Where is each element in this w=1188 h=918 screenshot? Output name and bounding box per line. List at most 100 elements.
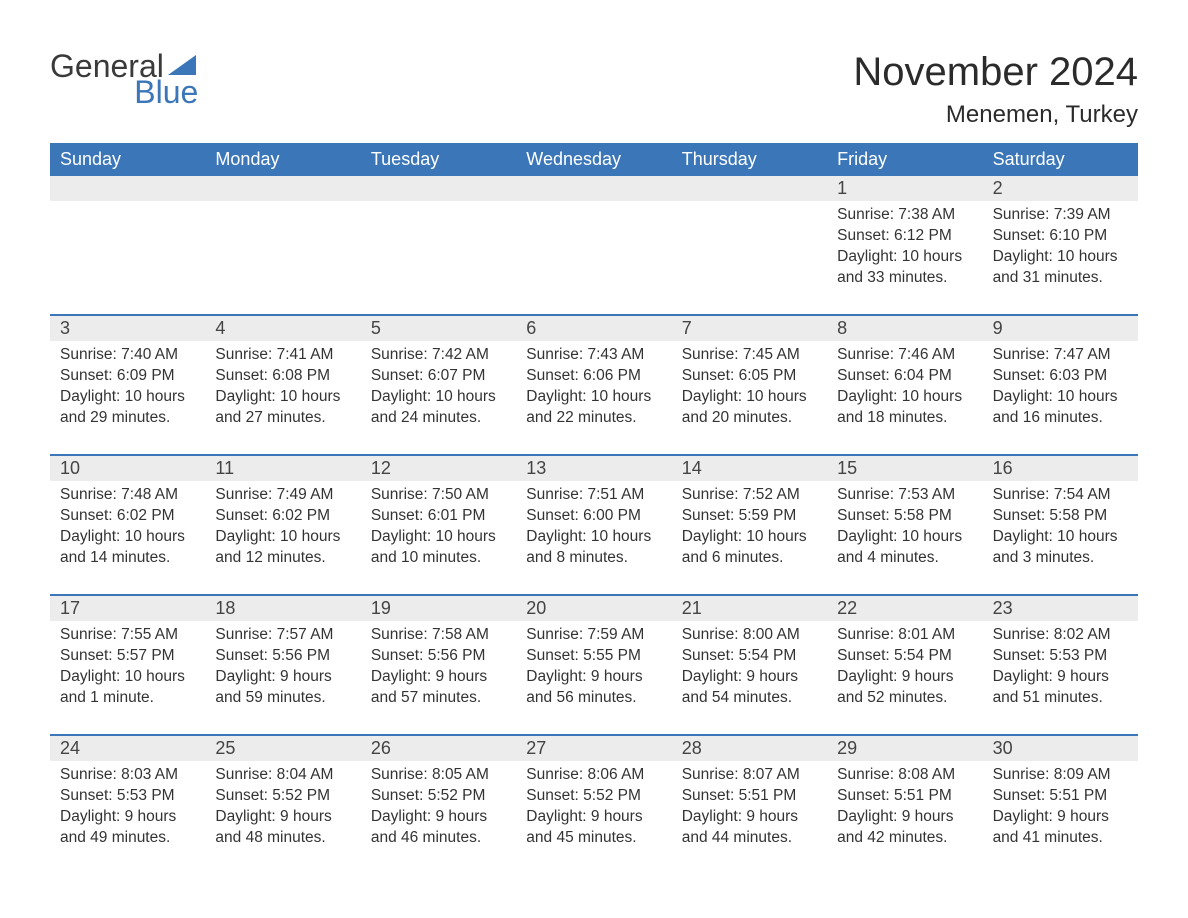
- daylight-text: Daylight: 9 hours and 57 minutes.: [371, 667, 506, 709]
- calendar-day: 19Sunrise: 7:58 AMSunset: 5:56 PMDayligh…: [361, 596, 516, 722]
- logo-blue-text: Blue: [98, 76, 198, 108]
- sunrise-text: Sunrise: 7:59 AM: [526, 625, 661, 646]
- sunrise-text: Sunrise: 7:39 AM: [993, 205, 1128, 226]
- sunrise-text: Sunrise: 7:42 AM: [371, 345, 506, 366]
- sunrise-text: Sunrise: 7:50 AM: [371, 485, 506, 506]
- weekday-header: Tuesday: [361, 143, 516, 176]
- day-number: 7: [672, 316, 827, 341]
- daylight-text: Daylight: 9 hours and 51 minutes.: [993, 667, 1128, 709]
- daylight-text: Daylight: 9 hours and 41 minutes.: [993, 807, 1128, 849]
- sunset-text: Sunset: 5:56 PM: [371, 646, 506, 667]
- day-number: 11: [205, 456, 360, 481]
- day-body: [516, 201, 671, 209]
- day-number: 15: [827, 456, 982, 481]
- daylight-text: Daylight: 9 hours and 45 minutes.: [526, 807, 661, 849]
- sunset-text: Sunset: 6:06 PM: [526, 366, 661, 387]
- sunrise-text: Sunrise: 7:52 AM: [682, 485, 817, 506]
- sunset-text: Sunset: 6:07 PM: [371, 366, 506, 387]
- day-number: 5: [361, 316, 516, 341]
- calendar-day: 3Sunrise: 7:40 AMSunset: 6:09 PMDaylight…: [50, 316, 205, 442]
- calendar: Sunday Monday Tuesday Wednesday Thursday…: [50, 143, 1138, 862]
- day-number: 29: [827, 736, 982, 761]
- location-label: Menemen, Turkey: [853, 101, 1138, 129]
- calendar-day: 7Sunrise: 7:45 AMSunset: 6:05 PMDaylight…: [672, 316, 827, 442]
- daylight-text: Daylight: 10 hours and 33 minutes.: [837, 247, 972, 289]
- daylight-text: Daylight: 10 hours and 18 minutes.: [837, 387, 972, 429]
- sunrise-text: Sunrise: 8:00 AM: [682, 625, 817, 646]
- day-body: Sunrise: 7:48 AMSunset: 6:02 PMDaylight:…: [50, 481, 205, 573]
- daylight-text: Daylight: 10 hours and 1 minute.: [60, 667, 195, 709]
- day-body: [205, 201, 360, 209]
- logo: General Blue: [50, 50, 198, 114]
- sunset-text: Sunset: 5:52 PM: [215, 786, 350, 807]
- calendar-day: 27Sunrise: 8:06 AMSunset: 5:52 PMDayligh…: [516, 736, 671, 862]
- daylight-text: Daylight: 10 hours and 6 minutes.: [682, 527, 817, 569]
- day-number: 23: [983, 596, 1138, 621]
- sunrise-text: Sunrise: 8:05 AM: [371, 765, 506, 786]
- day-number: 9: [983, 316, 1138, 341]
- day-body: Sunrise: 7:40 AMSunset: 6:09 PMDaylight:…: [50, 341, 205, 433]
- weekday-header: Friday: [827, 143, 982, 176]
- month-title: November 2024: [853, 50, 1138, 95]
- day-number: [361, 176, 516, 201]
- day-number: 27: [516, 736, 671, 761]
- calendar-week: 10Sunrise: 7:48 AMSunset: 6:02 PMDayligh…: [50, 454, 1138, 582]
- sunrise-text: Sunrise: 8:08 AM: [837, 765, 972, 786]
- calendar-day: 6Sunrise: 7:43 AMSunset: 6:06 PMDaylight…: [516, 316, 671, 442]
- sunset-text: Sunset: 5:53 PM: [993, 646, 1128, 667]
- sunset-text: Sunset: 6:08 PM: [215, 366, 350, 387]
- day-number: 2: [983, 176, 1138, 201]
- sunrise-text: Sunrise: 8:01 AM: [837, 625, 972, 646]
- daylight-text: Daylight: 9 hours and 44 minutes.: [682, 807, 817, 849]
- day-body: Sunrise: 7:39 AMSunset: 6:10 PMDaylight:…: [983, 201, 1138, 293]
- sunset-text: Sunset: 6:03 PM: [993, 366, 1128, 387]
- calendar-day: 17Sunrise: 7:55 AMSunset: 5:57 PMDayligh…: [50, 596, 205, 722]
- calendar-day: 21Sunrise: 8:00 AMSunset: 5:54 PMDayligh…: [672, 596, 827, 722]
- daylight-text: Daylight: 10 hours and 14 minutes.: [60, 527, 195, 569]
- daylight-text: Daylight: 9 hours and 59 minutes.: [215, 667, 350, 709]
- day-number: 6: [516, 316, 671, 341]
- daylight-text: Daylight: 10 hours and 24 minutes.: [371, 387, 506, 429]
- day-number: 24: [50, 736, 205, 761]
- sunset-text: Sunset: 6:00 PM: [526, 506, 661, 527]
- sunrise-text: Sunrise: 8:09 AM: [993, 765, 1128, 786]
- sunset-text: Sunset: 5:51 PM: [837, 786, 972, 807]
- day-number: 28: [672, 736, 827, 761]
- sunrise-text: Sunrise: 7:41 AM: [215, 345, 350, 366]
- weekday-header-row: Sunday Monday Tuesday Wednesday Thursday…: [50, 143, 1138, 176]
- calendar-day: [361, 176, 516, 302]
- day-body: [672, 201, 827, 209]
- day-number: 12: [361, 456, 516, 481]
- day-number: 20: [516, 596, 671, 621]
- calendar-day: 2Sunrise: 7:39 AMSunset: 6:10 PMDaylight…: [983, 176, 1138, 302]
- day-body: Sunrise: 7:52 AMSunset: 5:59 PMDaylight:…: [672, 481, 827, 573]
- sunset-text: Sunset: 5:54 PM: [682, 646, 817, 667]
- day-body: Sunrise: 7:54 AMSunset: 5:58 PMDaylight:…: [983, 481, 1138, 573]
- day-body: Sunrise: 8:04 AMSunset: 5:52 PMDaylight:…: [205, 761, 360, 853]
- day-body: Sunrise: 7:51 AMSunset: 6:00 PMDaylight:…: [516, 481, 671, 573]
- sunrise-text: Sunrise: 7:49 AM: [215, 485, 350, 506]
- calendar-day: 5 Sunrise: 7:42 AMSunset: 6:07 PMDaylight…: [361, 316, 516, 442]
- daylight-text: Daylight: 10 hours and 10 minutes.: [371, 527, 506, 569]
- calendar-day: 12Sunrise: 7:50 AMSunset: 6:01 PMDayligh…: [361, 456, 516, 582]
- day-number: 19: [361, 596, 516, 621]
- day-body: Sunrise: 8:05 AMSunset: 5:52 PMDaylight:…: [361, 761, 516, 853]
- daylight-text: Daylight: 10 hours and 31 minutes.: [993, 247, 1128, 289]
- sunset-text: Sunset: 6:02 PM: [215, 506, 350, 527]
- day-number: 22: [827, 596, 982, 621]
- calendar-day: 28Sunrise: 8:07 AMSunset: 5:51 PMDayligh…: [672, 736, 827, 862]
- calendar-week: 24Sunrise: 8:03 AMSunset: 5:53 PMDayligh…: [50, 734, 1138, 862]
- daylight-text: Daylight: 9 hours and 56 minutes.: [526, 667, 661, 709]
- day-number: 21: [672, 596, 827, 621]
- day-body: Sunrise: 8:09 AMSunset: 5:51 PMDaylight:…: [983, 761, 1138, 853]
- sunrise-text: Sunrise: 7:38 AM: [837, 205, 972, 226]
- calendar-day: 8Sunrise: 7:46 AMSunset: 6:04 PMDaylight…: [827, 316, 982, 442]
- daylight-text: Daylight: 9 hours and 48 minutes.: [215, 807, 350, 849]
- sunset-text: Sunset: 6:10 PM: [993, 226, 1128, 247]
- calendar-week: 17Sunrise: 7:55 AMSunset: 5:57 PMDayligh…: [50, 594, 1138, 722]
- sunrise-text: Sunrise: 7:48 AM: [60, 485, 195, 506]
- weekday-header: Wednesday: [516, 143, 671, 176]
- sunrise-text: Sunrise: 7:47 AM: [993, 345, 1128, 366]
- sunrise-text: Sunrise: 7:43 AM: [526, 345, 661, 366]
- calendar-day: 29Sunrise: 8:08 AMSunset: 5:51 PMDayligh…: [827, 736, 982, 862]
